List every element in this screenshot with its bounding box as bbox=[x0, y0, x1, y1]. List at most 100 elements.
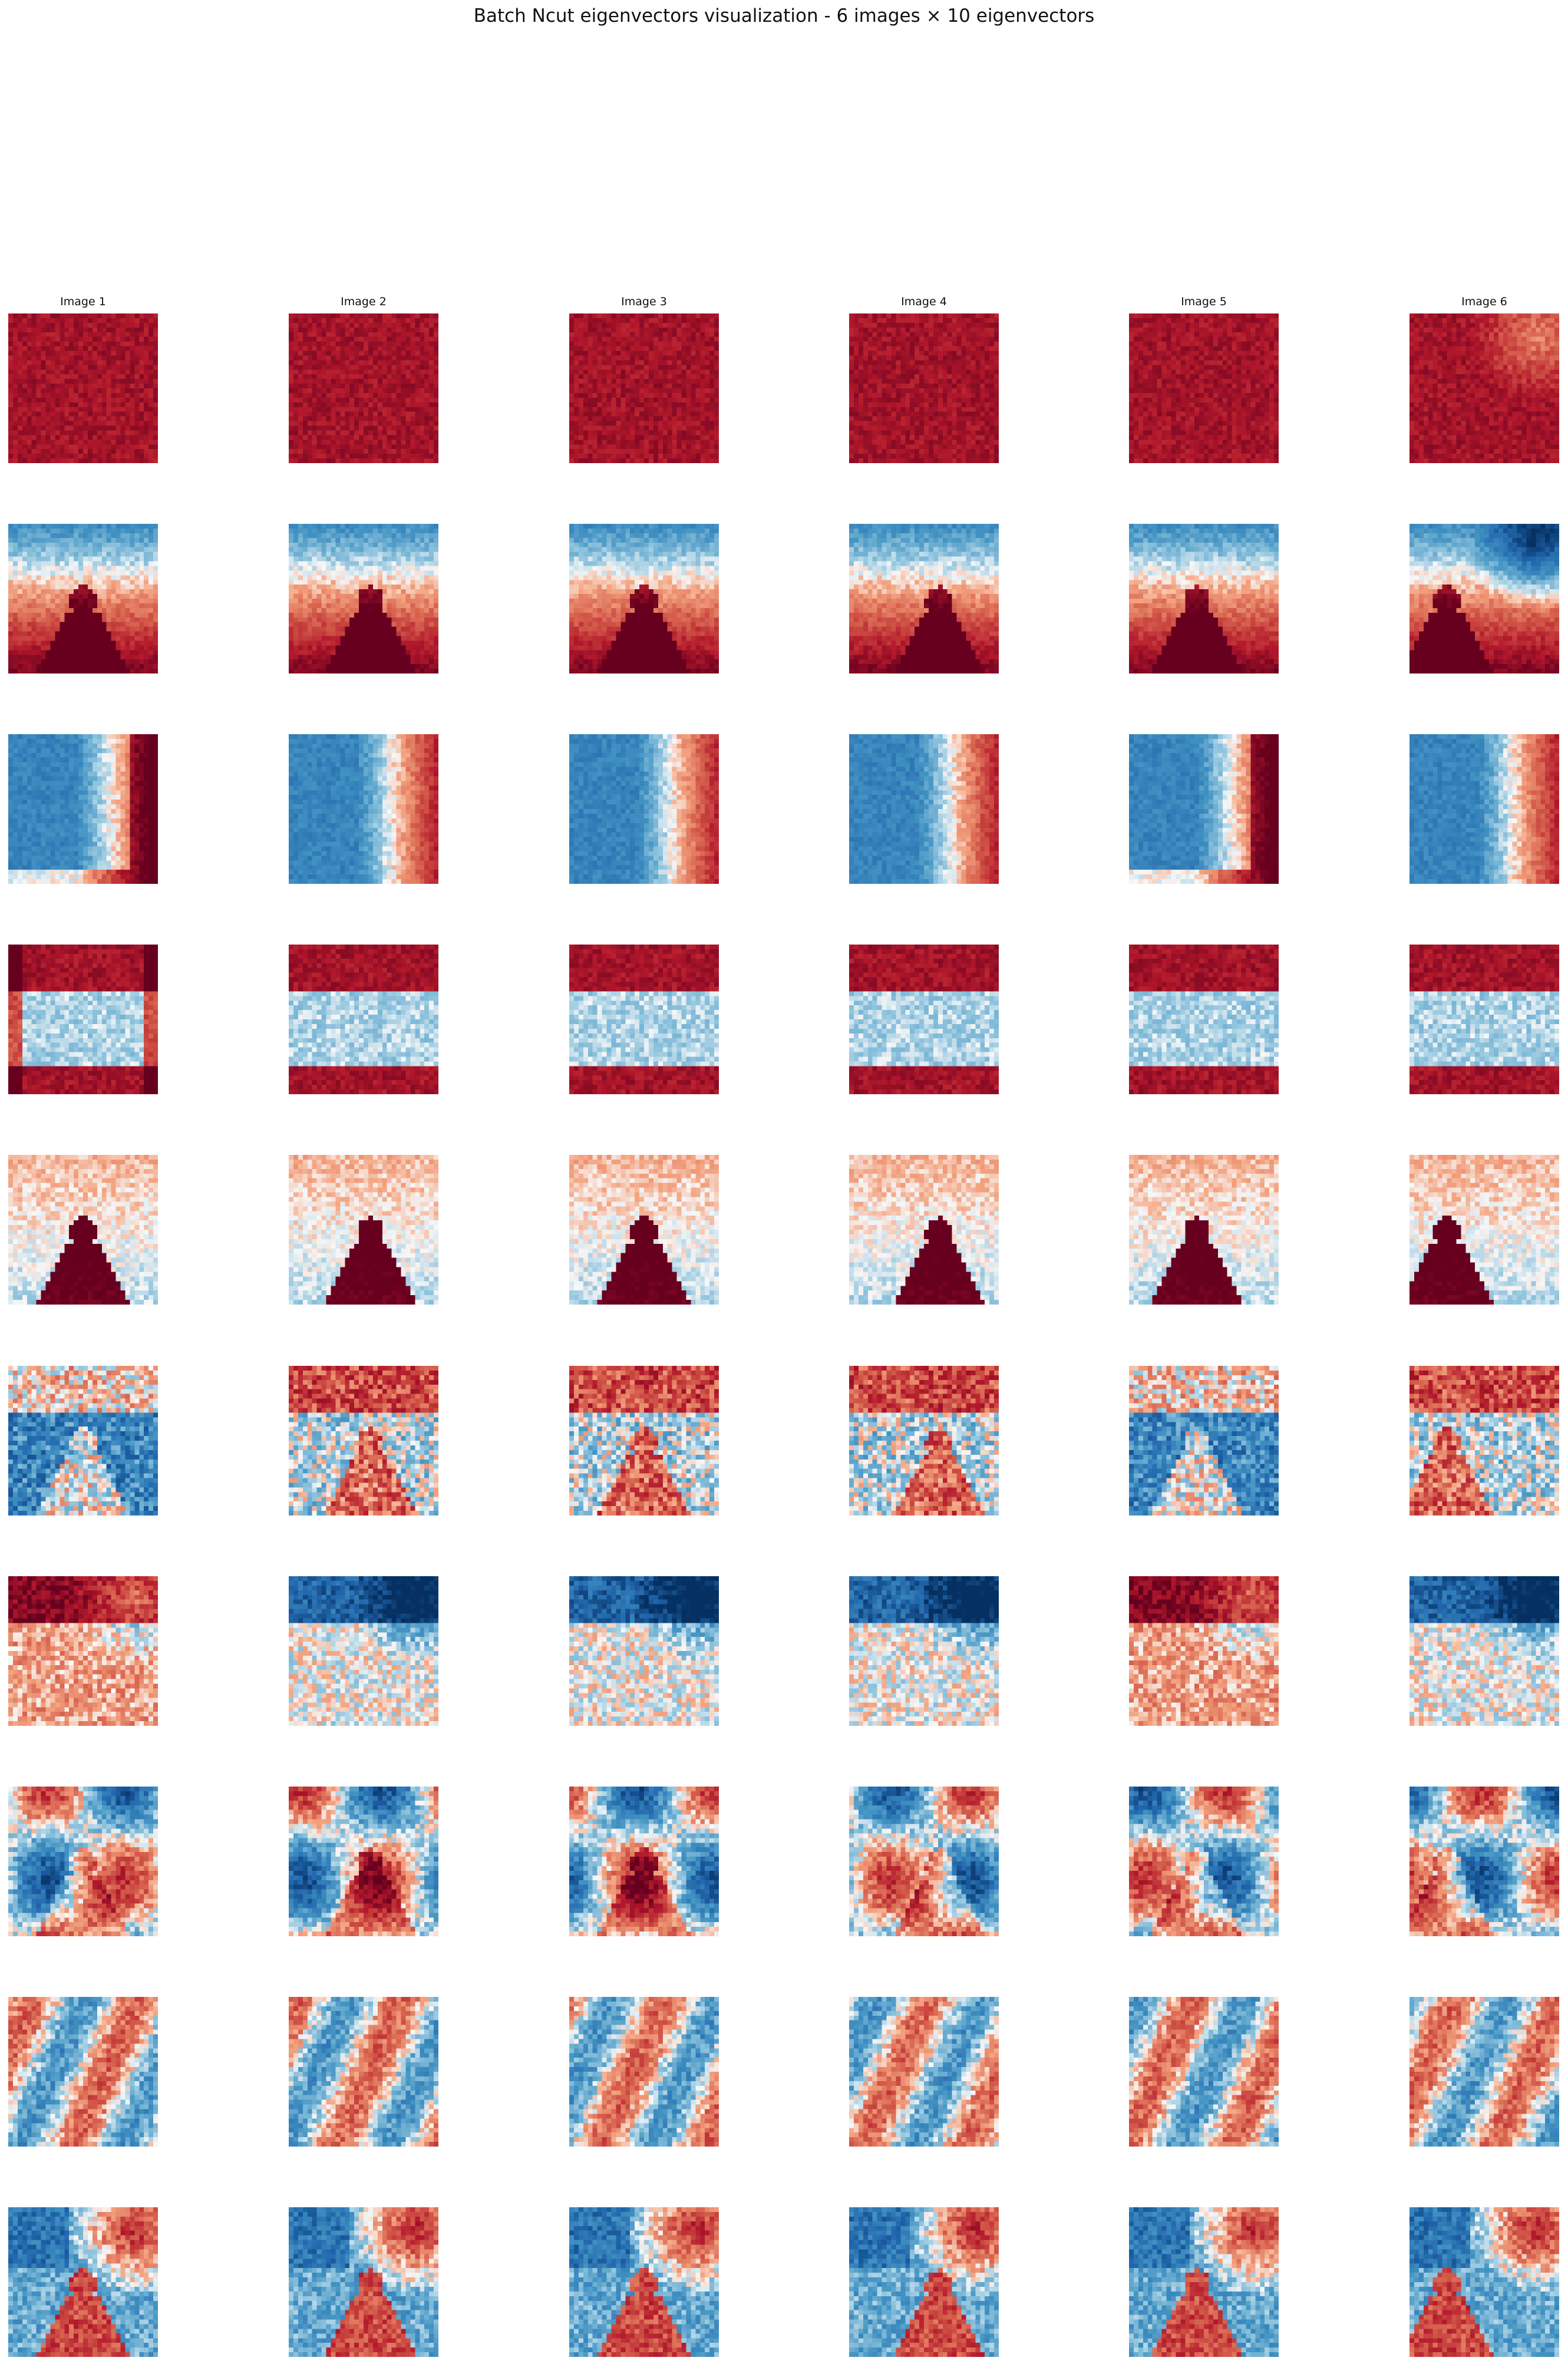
heatmap-cell bbox=[668, 402, 672, 407]
heatmap-cell bbox=[607, 435, 612, 440]
heatmap-cell bbox=[962, 365, 966, 369]
heatmap-cell bbox=[1265, 412, 1269, 417]
heatmap-cell bbox=[1194, 346, 1199, 351]
heatmap-cell bbox=[312, 412, 317, 417]
heatmap-cell bbox=[896, 440, 900, 444]
heatmap-cell bbox=[97, 355, 102, 360]
heatmap-cell bbox=[887, 444, 892, 449]
heatmap-cell bbox=[1209, 365, 1213, 369]
heatmap-cell bbox=[1194, 402, 1199, 407]
heatmap-cell bbox=[331, 365, 335, 369]
heatmap-cell bbox=[303, 417, 308, 421]
heatmap-cell bbox=[957, 388, 962, 393]
heatmap-cell bbox=[50, 379, 55, 384]
heatmap-cell bbox=[682, 374, 686, 379]
heatmap-cell bbox=[938, 379, 943, 384]
heatmap-cell bbox=[933, 402, 938, 407]
heatmap-cell bbox=[382, 426, 387, 431]
heatmap-cell bbox=[1134, 337, 1138, 342]
heatmap-cell bbox=[1209, 435, 1213, 440]
heatmap-cell bbox=[429, 412, 434, 417]
heatmap-cell bbox=[695, 440, 700, 444]
heatmap-cell bbox=[863, 430, 868, 435]
heatmap-cell bbox=[331, 402, 335, 407]
heatmap-cell bbox=[1180, 323, 1185, 328]
heatmap-cell bbox=[331, 332, 335, 337]
heatmap-cell bbox=[335, 374, 340, 379]
heatmap-cell bbox=[891, 449, 896, 454]
heatmap-cell bbox=[139, 426, 144, 431]
heatmap-cell bbox=[593, 407, 598, 412]
heatmap-cell bbox=[859, 323, 863, 328]
heatmap-cell bbox=[1246, 393, 1250, 398]
heatmap-cell bbox=[74, 412, 78, 417]
heatmap-cell bbox=[970, 323, 975, 328]
heatmap-cell bbox=[1274, 328, 1279, 332]
heatmap-cell bbox=[420, 421, 424, 426]
heatmap-cell bbox=[1167, 360, 1171, 365]
heatmap-cell bbox=[877, 454, 882, 458]
heatmap-cell bbox=[111, 313, 116, 318]
heatmap-cell bbox=[900, 435, 905, 440]
heatmap-cell bbox=[985, 369, 989, 374]
heatmap-cell bbox=[938, 393, 943, 398]
heatmap-cell bbox=[382, 417, 387, 421]
heatmap-cell bbox=[1250, 342, 1255, 346]
heatmap-cell bbox=[312, 458, 317, 463]
heatmap-cell bbox=[373, 318, 378, 323]
heatmap-cell bbox=[83, 458, 88, 463]
heatmap-cell bbox=[13, 355, 18, 360]
heatmap-cell bbox=[705, 313, 709, 318]
heatmap-cell bbox=[1138, 393, 1143, 398]
heatmap-cell bbox=[607, 454, 612, 458]
heatmap-cell bbox=[915, 449, 919, 454]
heatmap-cell bbox=[644, 313, 649, 318]
heatmap-cell bbox=[1260, 346, 1265, 351]
heatmap-cell bbox=[924, 346, 929, 351]
heatmap-cell bbox=[635, 313, 639, 318]
heatmap-cell bbox=[97, 444, 102, 449]
heatmap-cell bbox=[308, 318, 312, 323]
heatmap-cell bbox=[308, 421, 312, 426]
heatmap-cell bbox=[382, 342, 387, 346]
heatmap-cell bbox=[970, 393, 975, 398]
heatmap-cell bbox=[952, 402, 957, 407]
heatmap-cell bbox=[121, 454, 126, 458]
heatmap-cell bbox=[1171, 384, 1176, 388]
heatmap-cell bbox=[392, 407, 397, 412]
heatmap-cell bbox=[392, 365, 397, 369]
heatmap-cell bbox=[64, 360, 69, 365]
heatmap-cell bbox=[1199, 323, 1204, 328]
heatmap-cell bbox=[18, 318, 22, 323]
heatmap-cell bbox=[1213, 332, 1218, 337]
heatmap-cell bbox=[1223, 360, 1227, 365]
heatmap-cell bbox=[326, 426, 331, 431]
heatmap-cell bbox=[405, 388, 410, 393]
heatmap-cell bbox=[1153, 435, 1157, 440]
heatmap-cell bbox=[364, 449, 368, 454]
heatmap-cell bbox=[298, 398, 303, 402]
heatmap-cell bbox=[308, 323, 312, 328]
heatmap-cell bbox=[891, 393, 896, 398]
heatmap-cell bbox=[317, 417, 322, 421]
heatmap-cell bbox=[962, 323, 966, 328]
heatmap-cell bbox=[859, 342, 863, 346]
heatmap-cell bbox=[709, 342, 714, 346]
heatmap-cell bbox=[1194, 407, 1199, 412]
heatmap-cell bbox=[948, 407, 952, 412]
heatmap-cell bbox=[980, 384, 985, 388]
heatmap-cell bbox=[317, 379, 322, 384]
heatmap-cell bbox=[994, 313, 999, 318]
heatmap-cell bbox=[915, 435, 919, 440]
heatmap-cell bbox=[682, 384, 686, 388]
heatmap-cell bbox=[378, 342, 382, 346]
heatmap-cell bbox=[900, 449, 905, 454]
heatmap-cell bbox=[64, 374, 69, 379]
heatmap-cell bbox=[989, 379, 994, 384]
heatmap-cell bbox=[672, 384, 677, 388]
heatmap-cell bbox=[644, 379, 649, 384]
heatmap-cell bbox=[598, 318, 602, 323]
heatmap-cell bbox=[405, 369, 410, 374]
heatmap-cell bbox=[8, 398, 13, 402]
heatmap-cell bbox=[635, 332, 639, 337]
